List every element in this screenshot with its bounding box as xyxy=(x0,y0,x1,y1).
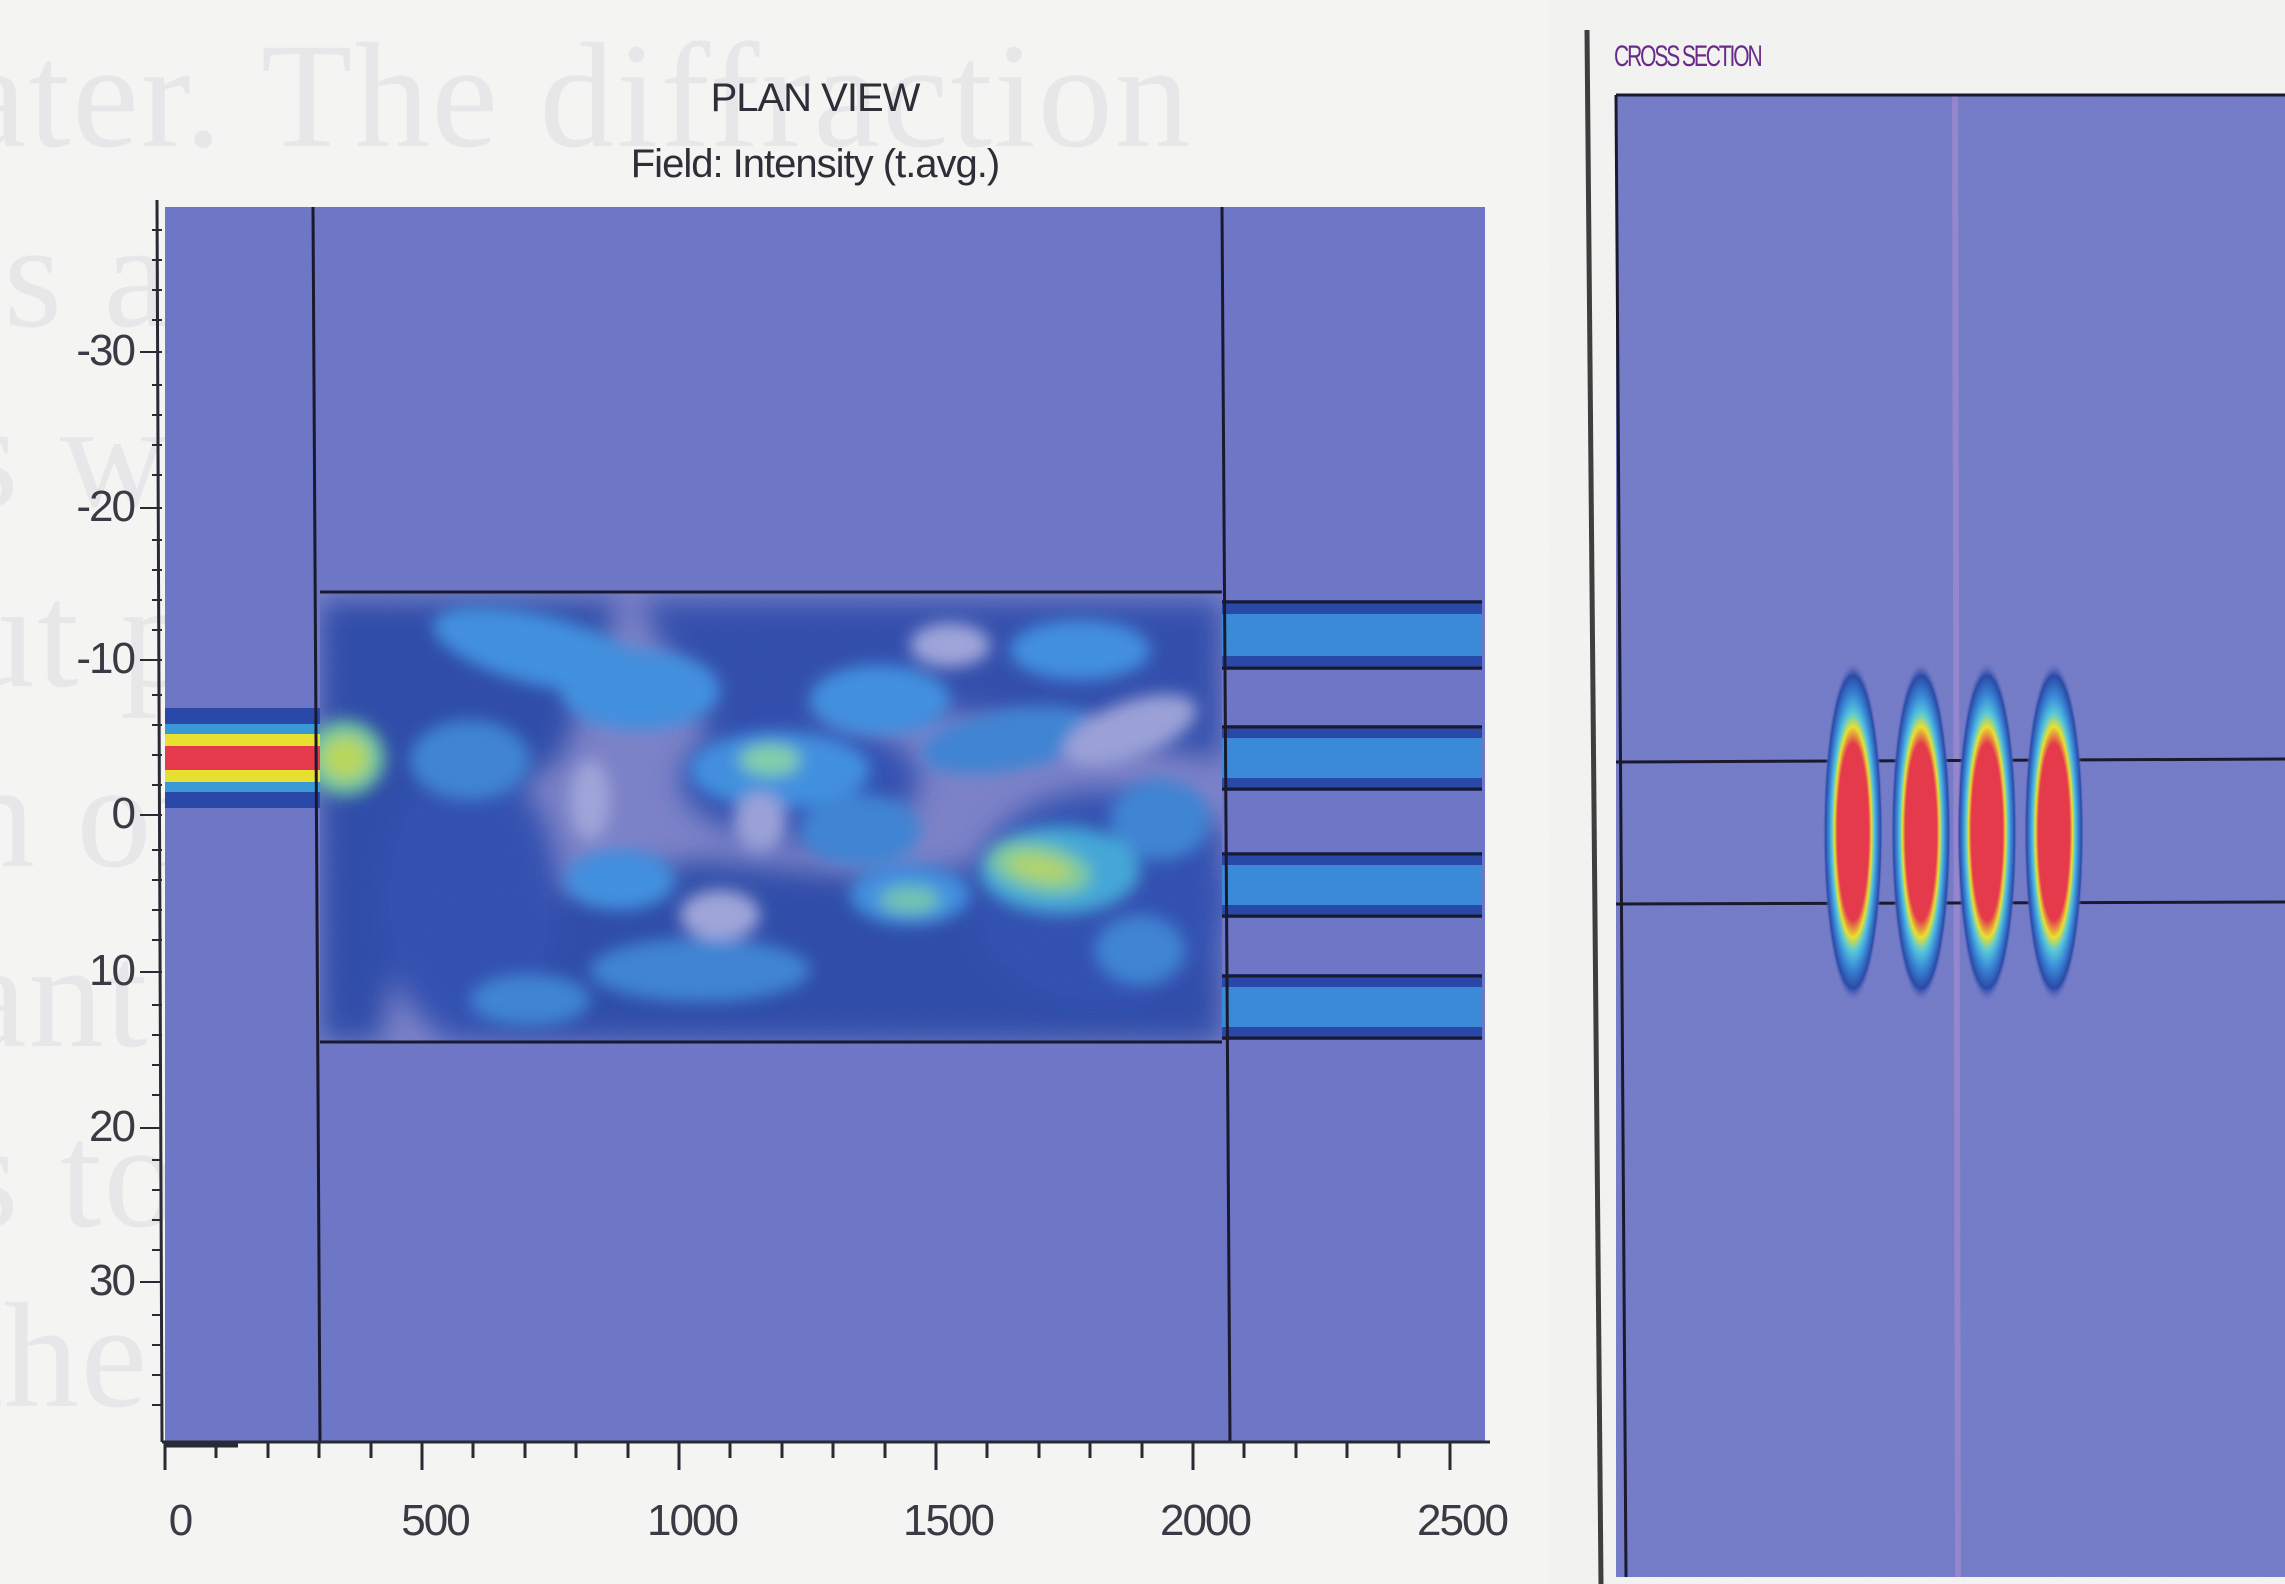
plot-axes xyxy=(155,199,1490,1448)
x-tick-label: 1000 xyxy=(647,1496,739,1545)
x-axis-ticks xyxy=(163,1442,1452,1470)
x-tick-label: 2500 xyxy=(1417,1496,1509,1545)
y-tick-label: 10 xyxy=(89,946,136,995)
y-tick-label: -10 xyxy=(76,634,136,683)
x-tick-label: 500 xyxy=(401,1496,470,1545)
plan-view-plot xyxy=(140,199,1490,1470)
background-text: ater. The diffraction xyxy=(0,13,1192,179)
intensity-peak xyxy=(1957,662,2017,1002)
cross-section-plot xyxy=(1614,93,2285,1578)
y-tick-label: 30 xyxy=(89,1256,136,1305)
plan-view-title: PLAN VIEW xyxy=(710,76,921,120)
output-waveguide xyxy=(1222,974,1482,1040)
cross-section-title: CROSS SECTION xyxy=(1614,40,1763,73)
output-waveguide xyxy=(1222,600,1482,670)
region-outlines xyxy=(311,206,1232,1443)
y-tick-label: 0 xyxy=(111,789,136,838)
y-tick-label: -20 xyxy=(76,482,136,531)
input-waveguide xyxy=(165,708,320,808)
x-tick-label: 1500 xyxy=(903,1496,995,1545)
output-waveguides xyxy=(1222,600,1482,1040)
plan-view-subtitle: Field: Intensity (t.avg.) xyxy=(630,142,1000,186)
y-tick-label: -30 xyxy=(76,326,136,375)
y-axis-minor-ticks xyxy=(140,229,162,1406)
intensity-peak xyxy=(1891,662,1951,1002)
y-tick-label: 20 xyxy=(89,1102,136,1151)
mmi-region xyxy=(320,592,1222,1042)
panel-divider xyxy=(1584,29,1604,1584)
output-waveguide xyxy=(1222,852,1482,918)
intensity-peak xyxy=(2024,662,2084,1002)
output-waveguide xyxy=(1222,725,1482,791)
x-tick-label: 0 xyxy=(168,1496,193,1545)
x-tick-label: 2000 xyxy=(1160,1496,1252,1545)
intensity-peak xyxy=(1823,662,1883,1002)
